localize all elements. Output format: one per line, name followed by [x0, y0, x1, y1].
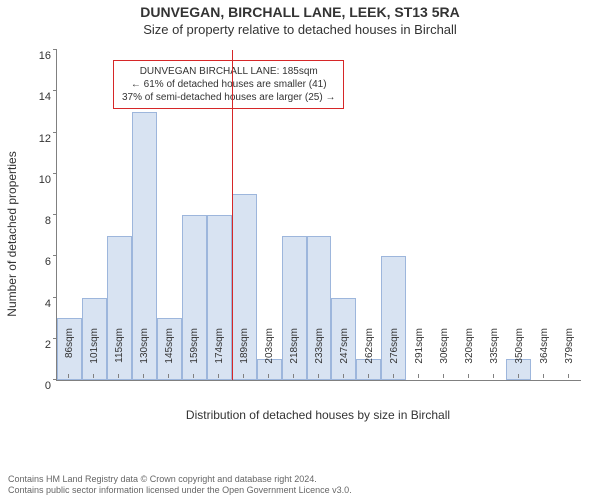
y-tick-mark	[53, 49, 57, 50]
x-tick-mark	[118, 374, 119, 378]
x-tick-mark	[168, 374, 169, 378]
x-tick-mark	[218, 374, 219, 378]
x-tick-label: 306sqm	[439, 328, 450, 376]
x-tick-label: 350sqm	[514, 328, 525, 376]
x-tick-mark	[418, 374, 419, 378]
y-tick-mark	[53, 132, 57, 133]
x-tick-label: 335sqm	[489, 328, 500, 376]
x-tick-mark	[243, 374, 244, 378]
footer-line2: Contains public sector information licen…	[8, 485, 352, 496]
x-tick-label: 262sqm	[364, 328, 375, 376]
y-tick-label: 10	[29, 174, 51, 186]
x-tick-label: 276sqm	[389, 328, 400, 376]
x-tick-mark	[68, 374, 69, 378]
x-tick-mark	[543, 374, 544, 378]
x-tick-label: 320sqm	[464, 328, 475, 376]
x-tick-label: 379sqm	[564, 328, 575, 376]
y-axis-label: Number of detached properties	[5, 151, 19, 316]
x-tick-mark	[393, 374, 394, 378]
x-tick-mark	[343, 374, 344, 378]
x-tick-label: 159sqm	[189, 328, 200, 376]
x-tick-mark	[468, 374, 469, 378]
x-tick-label: 130sqm	[139, 328, 150, 376]
y-tick-label: 6	[29, 256, 51, 268]
footer-attribution: Contains HM Land Registry data © Crown c…	[8, 474, 352, 497]
y-tick-label: 4	[29, 298, 51, 310]
x-tick-mark	[318, 374, 319, 378]
page-subtitle: Size of property relative to detached ho…	[0, 22, 600, 37]
y-tick-mark	[53, 297, 57, 298]
x-tick-mark	[368, 374, 369, 378]
y-tick-label: 8	[29, 215, 51, 227]
x-tick-mark	[143, 374, 144, 378]
histogram-chart: Number of detached properties DUNVEGAN B…	[48, 44, 588, 424]
highlight-marker-line	[232, 50, 233, 380]
y-tick-mark	[53, 90, 57, 91]
x-tick-label: 364sqm	[539, 328, 550, 376]
x-tick-label: 101sqm	[89, 328, 100, 376]
x-tick-label: 86sqm	[64, 328, 75, 376]
x-tick-mark	[293, 374, 294, 378]
x-tick-label: 233sqm	[314, 328, 325, 376]
info-box-line3: 37% of semi-detached houses are larger (…	[122, 91, 335, 104]
x-tick-label: 291sqm	[414, 328, 425, 376]
x-axis-label: Distribution of detached houses by size …	[48, 408, 588, 422]
x-tick-label: 203sqm	[264, 328, 275, 376]
x-tick-mark	[93, 374, 94, 378]
y-tick-mark	[53, 255, 57, 256]
x-tick-label: 174sqm	[214, 328, 225, 376]
x-tick-mark	[518, 374, 519, 378]
x-tick-mark	[568, 374, 569, 378]
x-tick-label: 145sqm	[164, 328, 175, 376]
x-tick-mark	[443, 374, 444, 378]
y-tick-label: 14	[29, 91, 51, 103]
y-tick-mark	[53, 173, 57, 174]
x-tick-mark	[268, 374, 269, 378]
x-tick-label: 247sqm	[339, 328, 350, 376]
y-tick-label: 16	[29, 50, 51, 62]
x-tick-label: 218sqm	[289, 328, 300, 376]
page-title-address: DUNVEGAN, BIRCHALL LANE, LEEK, ST13 5RA	[0, 4, 600, 20]
y-tick-mark	[53, 214, 57, 215]
x-tick-label: 115sqm	[114, 328, 125, 376]
x-tick-mark	[193, 374, 194, 378]
footer-line1: Contains HM Land Registry data © Crown c…	[8, 474, 352, 485]
x-tick-label: 189sqm	[239, 328, 250, 376]
info-box-line2: ← 61% of detached houses are smaller (41…	[122, 78, 335, 91]
y-tick-label: 0	[29, 380, 51, 392]
x-tick-mark	[493, 374, 494, 378]
y-tick-label: 2	[29, 339, 51, 351]
highlight-info-box: DUNVEGAN BIRCHALL LANE: 185sqm ← 61% of …	[113, 60, 344, 109]
info-box-line1: DUNVEGAN BIRCHALL LANE: 185sqm	[122, 65, 335, 78]
y-tick-label: 12	[29, 133, 51, 145]
